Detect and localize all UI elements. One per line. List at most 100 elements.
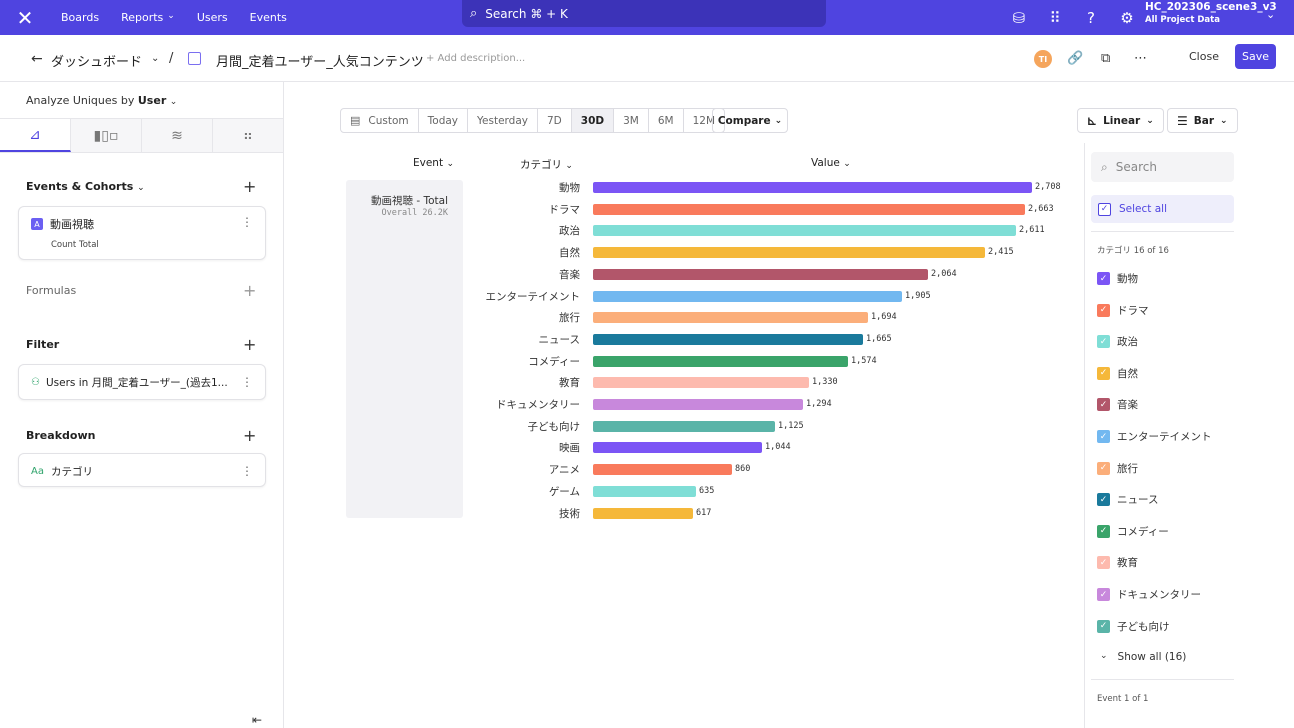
bar[interactable]	[593, 442, 762, 454]
series-filter-item[interactable]: ✓ 教育	[1097, 555, 1138, 570]
nav-reports[interactable]: Reports ⌄	[121, 11, 175, 25]
category-column-header[interactable]: カテゴリ ⌄	[520, 157, 573, 172]
series-filter-item[interactable]: ✓ ドラマ	[1097, 303, 1149, 318]
bar-value-label: 2,708	[1035, 182, 1061, 192]
bar[interactable]	[593, 268, 928, 280]
nav-users[interactable]: Users	[197, 11, 228, 24]
project-scope: All Project Data	[1145, 15, 1220, 25]
add-filter-button[interactable]: +	[243, 335, 257, 354]
add-event-button[interactable]: +	[243, 177, 257, 196]
avatar[interactable]: TI	[1034, 50, 1052, 68]
copy-icon[interactable]: ⧉	[1101, 51, 1111, 66]
database-icon[interactable]: ⛁	[1012, 8, 1026, 27]
category-label: ドキュメンタリー	[496, 399, 580, 411]
category-count-header: カテゴリ 16 of 16	[1097, 246, 1169, 256]
range-30d[interactable]: 30D	[571, 109, 615, 132]
kebab-menu-icon[interactable]: ⋮	[241, 375, 253, 389]
category-label: 自然	[559, 247, 580, 260]
range-3m[interactable]: 3M	[614, 109, 649, 132]
bar[interactable]	[593, 377, 809, 389]
add-breakdown-button[interactable]: +	[243, 426, 257, 445]
select-all-checkbox[interactable]: ✓ Select all	[1091, 195, 1234, 223]
nav-boards[interactable]: Boards	[61, 11, 99, 24]
tab-flows[interactable]: ≋	[142, 119, 213, 152]
chevron-down-icon: ⌄	[1220, 115, 1228, 126]
filter-value: Users in 月間_定着ユーザー_(過去1...	[45, 377, 228, 389]
save-button[interactable]: Save	[1235, 44, 1276, 69]
series-filter-item[interactable]: ✓ ニュース	[1097, 492, 1158, 507]
series-filter-item[interactable]: ✓ 旅行	[1097, 461, 1138, 476]
filter-card[interactable]: ⚇ Users in 月間_定着ユーザー_(過去1... ⋮	[18, 364, 266, 400]
tab-retention[interactable]: ⠶	[213, 119, 284, 152]
kebab-menu-icon[interactable]: ⋮	[241, 464, 253, 478]
gear-icon[interactable]: ⚙	[1120, 8, 1134, 27]
compare-button[interactable]: Compare ⌄	[712, 108, 788, 133]
top-navigation-bar: ✕ Boards Reports ⌄ Users Events ⌕ Search …	[0, 0, 1294, 35]
events-cohorts-title[interactable]: Events & Cohorts ⌄	[26, 180, 145, 193]
event-cell[interactable]: 動画視聴 - Total Overall 26.2K	[346, 180, 463, 518]
chevron-down-icon: ⌄	[1100, 651, 1108, 661]
bar[interactable]	[593, 399, 803, 410]
project-selector[interactable]: HC_202306_scene3_v3 All Project Data	[1145, 1, 1277, 27]
series-filter-item[interactable]: ✓ エンターテイメント	[1097, 429, 1212, 444]
global-search[interactable]: ⌕ Search ⌘ + K	[462, 0, 826, 27]
more-options-icon[interactable]: ⋯	[1134, 51, 1147, 66]
breakdown-card[interactable]: Aa カテゴリ ⋮	[18, 453, 266, 487]
chevron-down-icon[interactable]: ⌄	[1266, 8, 1276, 21]
series-filter-item[interactable]: ✓ 自然	[1097, 366, 1138, 381]
bar[interactable]	[593, 312, 868, 324]
add-formula-button[interactable]: +	[243, 281, 257, 300]
event-measure[interactable]: Count Total	[51, 240, 99, 250]
bar[interactable]	[593, 203, 1025, 215]
bar[interactable]	[593, 290, 902, 302]
series-filter-item[interactable]: ✓ ドキュメンタリー	[1097, 587, 1201, 602]
bar[interactable]	[593, 355, 848, 367]
back-arrow-icon[interactable]: ←	[31, 51, 43, 67]
analyze-uniques-selector[interactable]: Analyze Uniques by User ⌄	[26, 94, 177, 107]
range-today[interactable]: Today	[419, 109, 469, 132]
series-filter-item[interactable]: ✓ 子ども向け	[1097, 619, 1170, 634]
tab-funnels[interactable]: ▮▯▫	[71, 119, 142, 152]
events-cohorts-label: Events & Cohorts	[26, 180, 134, 193]
apps-grid-icon[interactable]: ⠿	[1049, 8, 1061, 27]
nav-events[interactable]: Events	[250, 11, 287, 24]
event-card[interactable]: A 動画視聴 Count Total ⋮	[18, 206, 266, 260]
bar[interactable]	[593, 182, 1032, 193]
range-custom[interactable]: ▤ Custom	[341, 109, 419, 132]
value-column-header[interactable]: Value ⌄	[811, 157, 851, 169]
series-filter-item[interactable]: ✓ コメディー	[1097, 524, 1169, 539]
page-title[interactable]: 月間_定着ユーザー_人気コンテンツ	[216, 55, 424, 70]
chart-type-selector[interactable]: ☰ Bar ⌄	[1167, 108, 1238, 133]
range-7d[interactable]: 7D	[538, 109, 572, 132]
bar[interactable]	[593, 420, 775, 432]
series-filter-item[interactable]: ✓ 政治	[1097, 334, 1138, 349]
chevron-down-icon[interactable]: ⌄	[151, 53, 160, 64]
add-description-link[interactable]: + Add description...	[426, 53, 526, 64]
text-property-icon: Aa	[31, 466, 44, 477]
collapse-panel-icon[interactable]: ⇤	[252, 713, 263, 727]
show-all-button[interactable]: ⌄ Show all (16)	[1100, 651, 1186, 663]
breadcrumb[interactable]: ダッシュボード	[51, 55, 143, 70]
bar[interactable]	[593, 485, 696, 497]
link-icon[interactable]: 🔗	[1067, 51, 1084, 66]
funnel-chart-icon: ▮▯▫	[93, 127, 119, 144]
bar[interactable]	[593, 464, 732, 476]
range-12m[interactable]: 12M	[692, 114, 716, 127]
bar[interactable]	[593, 333, 863, 345]
series-filter-item[interactable]: ✓ 動物	[1097, 271, 1138, 286]
range-6m[interactable]: 6M	[649, 109, 684, 132]
series-search-input[interactable]: ⌕ Search	[1091, 152, 1234, 182]
scale-selector[interactable]: ⊾ Linear ⌄	[1077, 108, 1164, 133]
bar[interactable]	[593, 507, 693, 519]
close-button[interactable]: Close	[1189, 50, 1219, 63]
series-filter-item[interactable]: ✓ 音楽	[1097, 397, 1138, 412]
bar[interactable]	[593, 225, 1016, 237]
range-yesterday[interactable]: Yesterday	[468, 109, 538, 132]
app-logo-icon[interactable]: ✕	[16, 5, 34, 30]
kebab-menu-icon[interactable]: ⋮	[241, 215, 253, 229]
event-column-header[interactable]: Event ⌄	[413, 157, 454, 169]
tab-insights[interactable]: ⊿	[0, 119, 71, 152]
series-filter-label: ドキュメンタリー	[1117, 589, 1201, 601]
help-icon[interactable]: ?	[1087, 8, 1095, 27]
bar[interactable]	[593, 247, 985, 259]
